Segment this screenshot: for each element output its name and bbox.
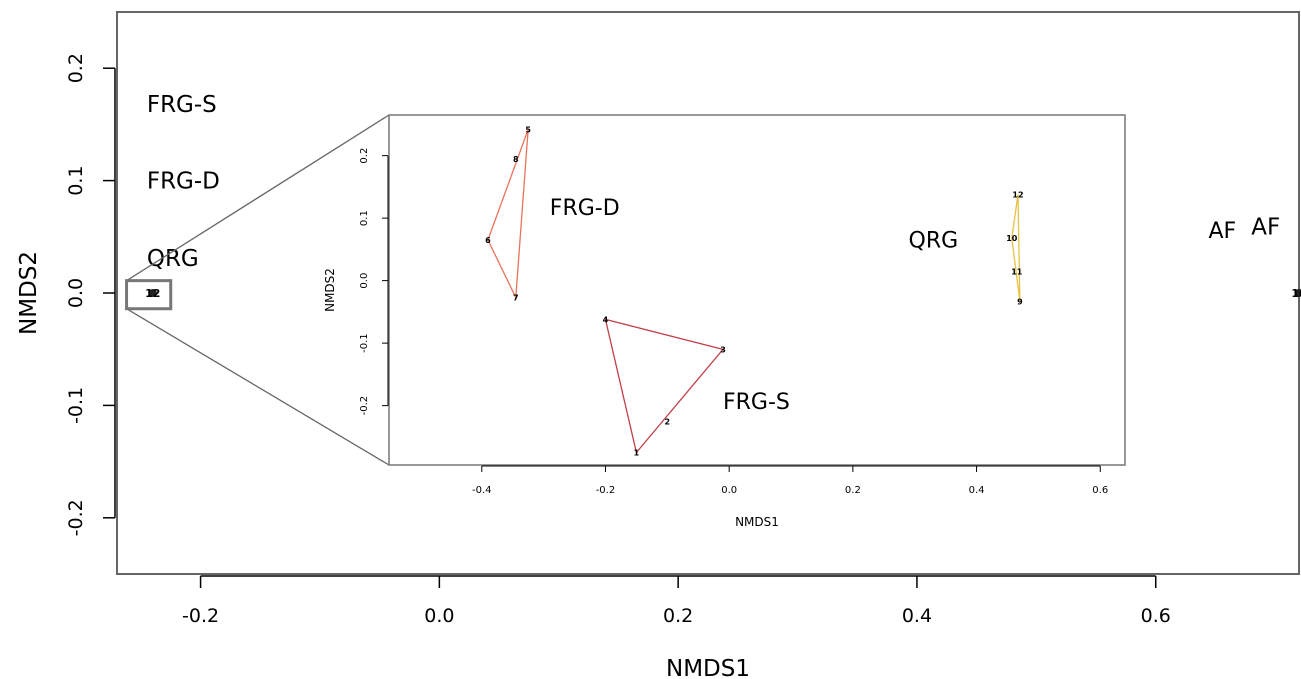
inset-y-axis-label: NMDS2 (323, 268, 337, 312)
main-x-tick-label: 0.0 (424, 605, 454, 627)
inset-hull-qrg (1011, 194, 1021, 302)
inset-y-tick-label: 0.1 (359, 210, 370, 226)
inset-x-tick-label: 0.4 (969, 485, 985, 496)
inset-group-label: QRG (909, 229, 959, 254)
inset-group-label: FRG-D (550, 196, 620, 221)
main-group-label: FRG-D (147, 168, 220, 194)
main-group-label: FRG-S (147, 92, 217, 118)
inset-point-label: 1 (634, 449, 640, 458)
inset-point-label: 8 (513, 155, 519, 164)
inset-point-label: 9 (1017, 297, 1023, 306)
main-group-label: AF (1251, 215, 1280, 241)
main-y-tick-label: -0.1 (65, 387, 87, 424)
inset-x-axis-label: NMDS1 (735, 515, 779, 529)
main-point-label: 16 (1291, 287, 1301, 300)
inset-x-tick-label: 0.6 (1092, 485, 1108, 496)
inset-x-tick-label: -0.2 (596, 485, 616, 496)
inset-point-label: 10 (1006, 234, 1018, 243)
main-y-axis-label: NMDS2 (16, 251, 42, 335)
main-point-clusters: 12 16 (145, 287, 1301, 300)
main-y-tick-label: 0.1 (65, 165, 87, 195)
inset-point-label: 2 (665, 417, 671, 426)
main-x-axis-label: NMDS1 (666, 656, 750, 679)
inset-point-label: 6 (485, 236, 491, 245)
inset-point-label: 4 (603, 315, 609, 324)
inset-plot: -0.4 -0.2 0.0 0.2 0.4 0.6 -0.2 -0.1 0.0 0.1 0.2 N… (323, 114, 1236, 529)
main-y-tick-label: 0.2 (65, 53, 87, 83)
inset-hull-frg-d (487, 129, 529, 300)
inset-x-axis: -0.4 -0.2 0.0 0.2 0.4 0.6 (472, 465, 1108, 496)
main-y-axis: -0.2 -0.1 0.0 0.1 0.2 (65, 53, 116, 536)
inset-x-tick-label: 0.2 (845, 485, 861, 496)
zoom-indicator (125, 114, 390, 466)
main-point-cluster (1295, 289, 1301, 297)
inset-point-label: 7 (513, 294, 519, 303)
main-x-tick-label: 0.6 (1141, 605, 1171, 627)
main-x-tick-label: 0.4 (902, 605, 932, 627)
inset-group-label: AF (1208, 219, 1236, 244)
main-x-axis: -0.2 0.0 0.2 0.4 0.6 (182, 575, 1171, 627)
inset-group-labels: FRG-S FRG-D QRG AF (550, 196, 1236, 415)
inset-y-tick-label: -0.2 (359, 396, 370, 416)
inset-point-label: 3 (720, 345, 726, 354)
inset-hull-frg-s (604, 318, 725, 454)
inset-point-label: 11 (1011, 267, 1023, 276)
main-y-tick-label: 0.0 (65, 278, 87, 308)
inset-point-label: 5 (525, 125, 531, 134)
inset-group-label: FRG-S (723, 390, 790, 415)
inset-y-tick-label: -0.1 (359, 333, 370, 353)
main-y-tick-label: -0.2 (65, 499, 87, 536)
inset-y-axis: -0.2 -0.1 0.0 0.1 0.2 (359, 148, 389, 416)
inset-y-tick-label: 0.0 (359, 273, 370, 289)
zoom-connector-bottom (126, 308, 390, 466)
main-group-label: QRG (147, 246, 199, 272)
main-point-label: 12 (145, 287, 160, 300)
zoom-box (125, 279, 173, 311)
main-point-cluster (148, 289, 157, 297)
main-group-labels: FRG-S FRG-D QRG AF (147, 92, 1280, 272)
inset-x-tick-label: -0.4 (472, 485, 492, 496)
zoom-connector-top (126, 114, 390, 282)
inset-hulls (487, 129, 1021, 454)
inset-x-tick-label: 0.0 (721, 485, 737, 496)
main-x-tick-label: -0.2 (182, 605, 219, 627)
inset-y-tick-label: 0.2 (359, 148, 370, 164)
main-x-tick-label: 0.2 (663, 605, 693, 627)
inset-point-label: 12 (1012, 190, 1023, 199)
